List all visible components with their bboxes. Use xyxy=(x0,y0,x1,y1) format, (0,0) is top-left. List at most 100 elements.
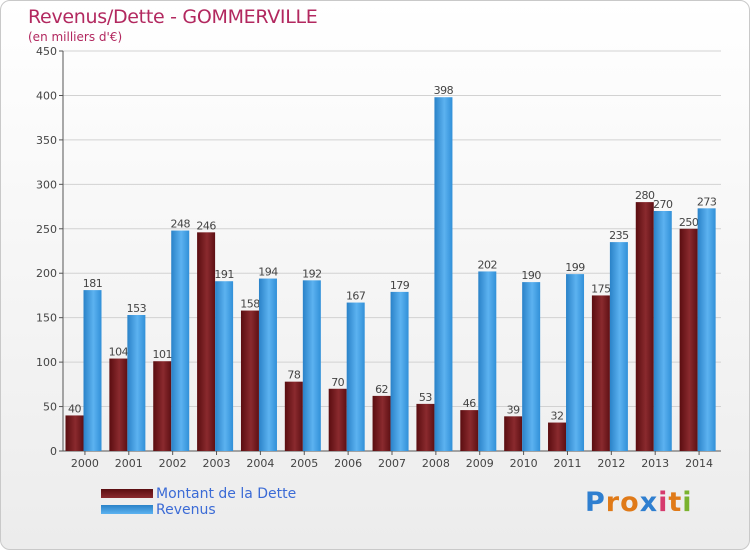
data-label-dette-2005: 78 xyxy=(287,369,300,382)
data-label-dette-2008: 53 xyxy=(419,391,432,404)
logo-letter: i xyxy=(682,487,693,518)
bar-dette-2007 xyxy=(372,395,391,451)
bar-revenus-2011 xyxy=(566,274,585,451)
x-tick-label: 2014 xyxy=(685,457,713,470)
data-label-revenus-2010: 190 xyxy=(521,269,541,282)
bar-dette-2004 xyxy=(240,310,259,451)
data-label-dette-2000: 40 xyxy=(68,402,81,415)
legend-label-revenus: Revenus xyxy=(156,502,216,518)
y-tick-label: 0 xyxy=(50,445,57,458)
logo-letter: P xyxy=(585,487,606,518)
logo-letter: t xyxy=(668,487,683,518)
data-label-dette-2004: 158 xyxy=(240,298,260,311)
data-label-revenus-2009: 202 xyxy=(478,258,498,271)
logo-letter: x xyxy=(639,487,659,518)
data-label-dette-2011: 32 xyxy=(551,410,564,423)
bar-dette-2013 xyxy=(635,202,654,451)
bar-revenus-2010 xyxy=(522,282,541,451)
data-label-dette-2007: 62 xyxy=(375,383,388,396)
bar-revenus-2004 xyxy=(258,278,277,451)
x-tick-label: 2013 xyxy=(641,457,669,470)
x-tick-label: 2005 xyxy=(290,457,318,470)
data-label-revenus-2006: 167 xyxy=(346,290,366,303)
x-tick-label: 2007 xyxy=(378,457,406,470)
y-tick-label: 50 xyxy=(43,401,57,414)
data-label-revenus-2005: 192 xyxy=(302,267,322,280)
data-label-revenus-2011: 199 xyxy=(565,261,585,274)
bar-dette-2002 xyxy=(153,361,172,451)
x-tick-label: 2003 xyxy=(203,457,231,470)
bar-revenus-2013 xyxy=(653,211,672,451)
y-tick-label: 100 xyxy=(36,356,57,369)
data-label-revenus-2012: 235 xyxy=(609,229,629,242)
data-label-dette-2003: 246 xyxy=(196,219,216,232)
bar-dette-2001 xyxy=(109,358,128,451)
y-tick-label: 250 xyxy=(36,223,57,236)
legend-label-dette: Montant de la Dette xyxy=(156,486,297,502)
data-label-dette-2010: 39 xyxy=(507,403,520,416)
x-tick-label: 2010 xyxy=(510,457,538,470)
bar-dette-2010 xyxy=(504,416,523,451)
y-tick-label: 400 xyxy=(36,89,57,102)
y-tick-label: 350 xyxy=(36,134,57,147)
legend-swatch-dette xyxy=(101,489,153,498)
chart-title: Revenus/Dette - GOMMERVILLE xyxy=(28,6,318,28)
proxiti-logo: Proxiti xyxy=(585,487,693,518)
data-label-dette-2012: 175 xyxy=(591,282,611,295)
data-label-dette-2002: 101 xyxy=(152,348,172,361)
data-label-revenus-2001: 153 xyxy=(127,302,147,315)
data-label-revenus-2008: 398 xyxy=(434,84,454,97)
bar-revenus-2002 xyxy=(171,230,190,451)
chart-subtitle: (en milliers d'€) xyxy=(28,30,123,44)
bar-revenus-2001 xyxy=(127,315,146,451)
bar-revenus-2005 xyxy=(302,280,321,451)
bar-revenus-2003 xyxy=(215,281,234,451)
x-tick-label: 2001 xyxy=(115,457,143,470)
y-tick-label: 450 xyxy=(36,45,57,58)
logo-letter: o xyxy=(620,487,640,518)
x-tick-label: 2012 xyxy=(597,457,625,470)
bar-dette-2008 xyxy=(416,403,435,451)
bar-revenus-2000 xyxy=(83,290,102,451)
bar-revenus-2009 xyxy=(478,271,497,451)
data-label-dette-2009: 46 xyxy=(463,397,476,410)
data-label-dette-2014: 250 xyxy=(679,216,699,229)
bar-revenus-2006 xyxy=(346,302,365,451)
data-label-dette-2006: 70 xyxy=(331,376,344,389)
data-label-revenus-2007: 179 xyxy=(390,279,410,292)
x-tick-label: 2002 xyxy=(159,457,187,470)
data-label-dette-2001: 104 xyxy=(109,346,129,359)
bar-revenus-2007 xyxy=(390,291,409,451)
y-tick-label: 150 xyxy=(36,312,57,325)
bar-dette-2006 xyxy=(328,388,347,451)
bar-dette-2009 xyxy=(460,410,479,451)
y-tick-label: 300 xyxy=(36,178,57,191)
x-tick-label: 2011 xyxy=(553,457,581,470)
x-tick-label: 2009 xyxy=(466,457,494,470)
data-label-revenus-2004: 194 xyxy=(258,266,278,279)
x-tick-label: 2006 xyxy=(334,457,362,470)
bar-revenus-2014 xyxy=(697,208,716,451)
logo-letter: i xyxy=(658,487,669,518)
logo-letter: r xyxy=(605,487,621,518)
bar-dette-2014 xyxy=(679,228,698,451)
bar-dette-2000 xyxy=(65,415,84,451)
bar-revenus-2012 xyxy=(609,242,628,451)
legend-swatch-revenus xyxy=(101,505,153,514)
x-tick-label: 2008 xyxy=(422,457,450,470)
bar-dette-2005 xyxy=(284,381,303,451)
y-tick-label: 200 xyxy=(36,267,57,280)
data-label-revenus-2003: 191 xyxy=(214,268,234,281)
x-tick-label: 2004 xyxy=(246,457,274,470)
data-label-revenus-2002: 248 xyxy=(170,218,190,231)
data-label-revenus-2013: 270 xyxy=(653,198,673,211)
x-tick-label: 2000 xyxy=(71,457,99,470)
bar-dette-2003 xyxy=(197,232,216,451)
bar-dette-2011 xyxy=(548,422,567,451)
data-label-revenus-2000: 181 xyxy=(83,277,103,290)
data-label-revenus-2014: 273 xyxy=(697,195,717,208)
bar-dette-2012 xyxy=(591,295,610,451)
data-label-dette-2013: 280 xyxy=(635,189,655,202)
